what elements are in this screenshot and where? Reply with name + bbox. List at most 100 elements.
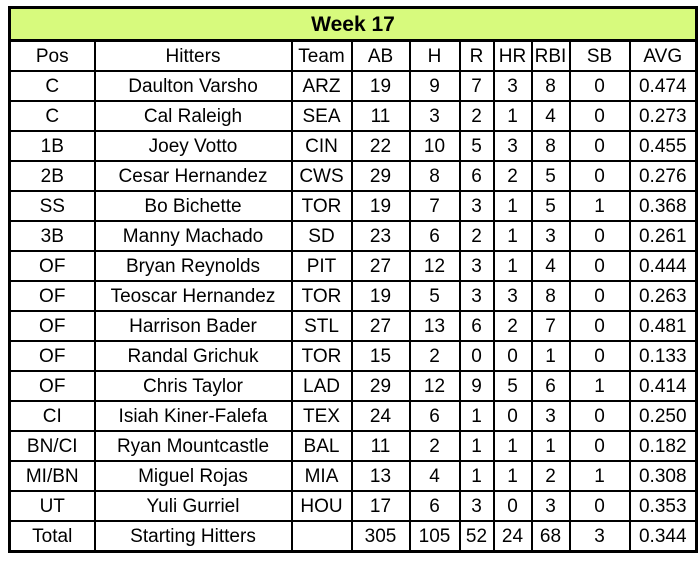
cell-stat: 8 <box>530 70 571 102</box>
column-header-rbi: RBI <box>530 39 571 72</box>
cell-stat: 0 <box>568 490 631 522</box>
cell-stat: 12 <box>408 250 461 282</box>
page: Week 17 Pos Hitters Team AB H R HR RBI SB AVG C Da… <box>8 6 698 553</box>
cell-stat: 2 <box>492 310 533 342</box>
cell-stat: 24 <box>350 400 411 432</box>
cell-stat: 1 <box>492 100 533 132</box>
cell-pos: SS <box>8 190 96 222</box>
cell-stat: 19 <box>350 70 411 102</box>
cell-stat: 1 <box>492 430 533 462</box>
cell-team: TOR <box>290 280 353 312</box>
cell-player: Yuli Gurriel <box>93 490 293 522</box>
cell-stat: 1 <box>458 460 495 492</box>
total-stat: 52 <box>458 520 495 553</box>
total-label: Total <box>8 520 96 553</box>
week-title: Week 17 <box>8 6 698 42</box>
total-row: Total Starting Hitters 305 105 52 24 68 3 0.344 <box>8 520 698 553</box>
cell-team: PIT <box>290 250 353 282</box>
cell-stat: 6 <box>530 370 571 402</box>
cell-player: Ryan Mountcastle <box>93 430 293 462</box>
cell-stat: 0 <box>568 400 631 432</box>
table-row: SS Bo Bichette TOR 19 7 3 1 5 1 0.368 <box>8 190 698 222</box>
cell-stat: 17 <box>350 490 411 522</box>
cell-team: SD <box>290 220 353 252</box>
cell-pos: CI <box>8 400 96 432</box>
cell-pos: UT <box>8 490 96 522</box>
column-header-h: H <box>408 39 461 72</box>
cell-stat: 3 <box>492 280 533 312</box>
cell-stat: 5 <box>408 280 461 312</box>
cell-player: Harrison Bader <box>93 310 293 342</box>
cell-stat: 11 <box>350 430 411 462</box>
cell-player: Teoscar Hernandez <box>93 280 293 312</box>
column-header-hitters: Hitters <box>93 39 293 72</box>
cell-stat: 2 <box>492 160 533 192</box>
cell-team: LAD <box>290 370 353 402</box>
cell-player: Joey Votto <box>93 130 293 162</box>
total-stat: 0.344 <box>628 520 698 553</box>
cell-stat: 0.133 <box>628 340 698 372</box>
table-row: 2B Cesar Hernandez CWS 29 8 6 2 5 0 0.276 <box>8 160 698 192</box>
cell-stat: 9 <box>408 70 461 102</box>
cell-stat: 6 <box>458 160 495 192</box>
cell-stat: 3 <box>530 220 571 252</box>
table-row: OF Teoscar Hernandez TOR 19 5 3 3 8 0 0.263 <box>8 280 698 312</box>
cell-stat: 6 <box>408 490 461 522</box>
cell-stat: 0.250 <box>628 400 698 432</box>
table-row: OF Randal Grichuk TOR 15 2 0 0 1 0 0.133 <box>8 340 698 372</box>
cell-stat: 2 <box>458 100 495 132</box>
table-row: OF Harrison Bader STL 27 13 6 2 7 0 0.481 <box>8 310 698 342</box>
cell-stat: 1 <box>492 190 533 222</box>
cell-stat: 11 <box>350 100 411 132</box>
column-header-team: Team <box>290 39 353 72</box>
cell-team: STL <box>290 310 353 342</box>
cell-stat: 29 <box>350 370 411 402</box>
cell-stat: 2 <box>408 340 461 372</box>
cell-stat: 1 <box>492 250 533 282</box>
cell-stat: 1 <box>492 460 533 492</box>
cell-team: MIA <box>290 460 353 492</box>
cell-stat: 8 <box>408 160 461 192</box>
cell-stat: 0 <box>458 340 495 372</box>
cell-stat: 0 <box>568 220 631 252</box>
table-row: UT Yuli Gurriel HOU 17 6 3 0 3 0 0.353 <box>8 490 698 522</box>
cell-stat: 4 <box>530 250 571 282</box>
cell-stat: 0.444 <box>628 250 698 282</box>
cell-stat: 5 <box>530 190 571 222</box>
cell-stat: 0.276 <box>628 160 698 192</box>
cell-stat: 3 <box>458 190 495 222</box>
cell-stat: 3 <box>530 400 571 432</box>
cell-stat: 0 <box>568 130 631 162</box>
cell-stat: 0.353 <box>628 490 698 522</box>
table-row: 1B Joey Votto CIN 22 10 5 3 8 0 0.455 <box>8 130 698 162</box>
total-stat: 24 <box>492 520 533 553</box>
cell-player: Cesar Hernandez <box>93 160 293 192</box>
total-stat <box>290 520 353 553</box>
cell-stat: 22 <box>350 130 411 162</box>
cell-stat: 3 <box>530 490 571 522</box>
cell-team: TOR <box>290 340 353 372</box>
cell-stat: 3 <box>458 280 495 312</box>
cell-team: TEX <box>290 400 353 432</box>
table-row: OF Chris Taylor LAD 29 12 9 5 6 1 0.414 <box>8 370 698 402</box>
cell-stat: 5 <box>458 130 495 162</box>
cell-stat: 7 <box>458 70 495 102</box>
cell-stat: 0.481 <box>628 310 698 342</box>
cell-stat: 12 <box>408 370 461 402</box>
cell-team: ARZ <box>290 70 353 102</box>
cell-pos: OF <box>8 250 96 282</box>
cell-pos: OF <box>8 310 96 342</box>
cell-stat: 2 <box>408 430 461 462</box>
cell-stat: 0 <box>492 400 533 432</box>
column-header-hr: HR <box>492 39 533 72</box>
cell-stat: 0 <box>568 340 631 372</box>
cell-stat: 1 <box>530 430 571 462</box>
cell-stat: 0.263 <box>628 280 698 312</box>
cell-stat: 23 <box>350 220 411 252</box>
cell-stat: 5 <box>530 160 571 192</box>
cell-stat: 19 <box>350 190 411 222</box>
cell-stat: 15 <box>350 340 411 372</box>
cell-stat: 1 <box>458 430 495 462</box>
column-header-avg: AVG <box>628 39 698 72</box>
cell-stat: 6 <box>458 310 495 342</box>
